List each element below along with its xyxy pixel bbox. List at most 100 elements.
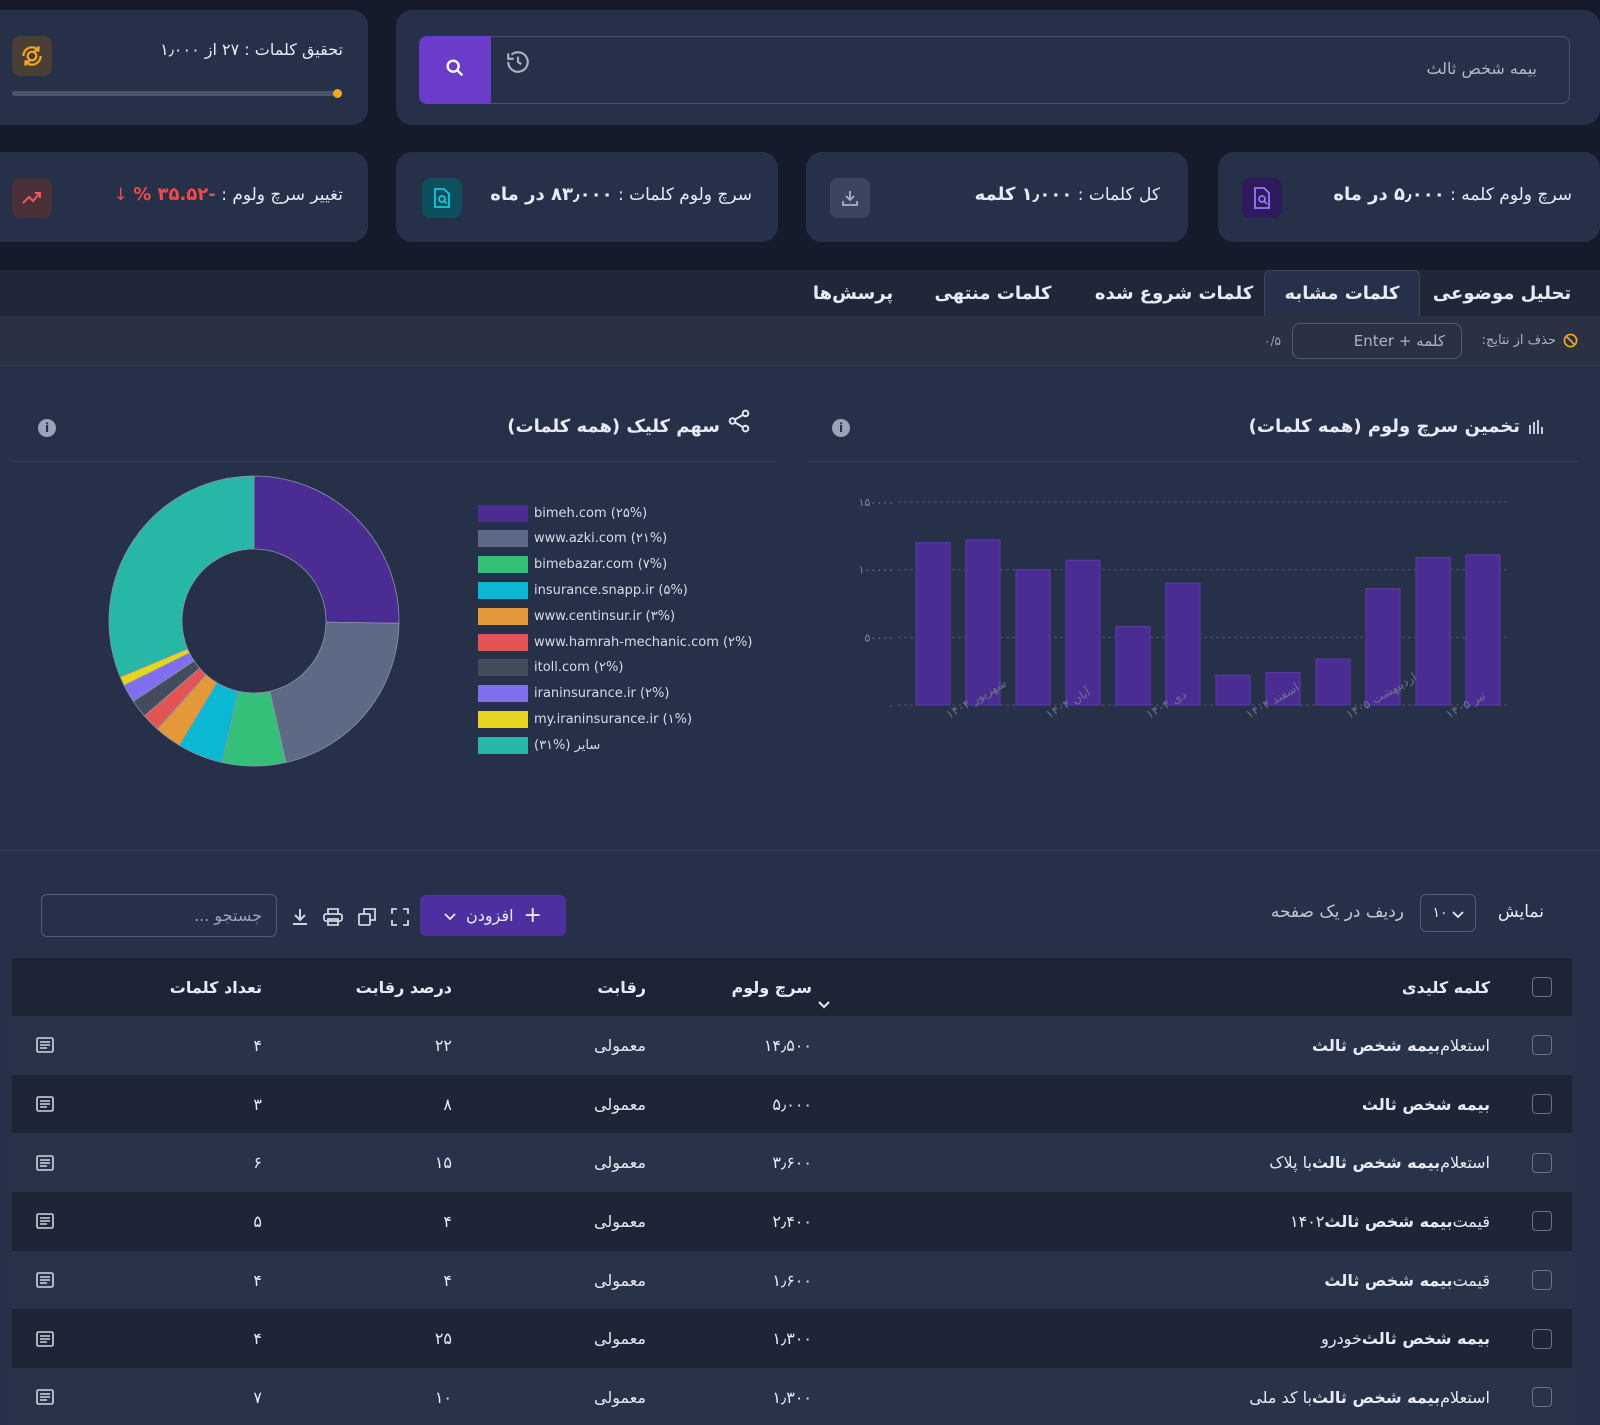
- pie-slice[interactable]: [269, 621, 400, 763]
- fullscreen-icon[interactable]: [389, 906, 411, 928]
- bar[interactable]: [1315, 658, 1351, 706]
- bar[interactable]: [915, 542, 951, 706]
- row-checkbox[interactable]: [1532, 1387, 1552, 1408]
- bar[interactable]: [1065, 559, 1101, 706]
- table-row[interactable]: قیمت بیمه شخص ثالث ۱۴۰۲ ۲٫۴۰۰ معمولی ۴ ۵: [12, 1192, 1572, 1251]
- search-input[interactable]: بیمه شخص ثالث: [490, 36, 1570, 104]
- table-row[interactable]: بیمه شخص ثالث خودرو ۱٫۳۰۰ معمولی ۲۵ ۴: [12, 1309, 1572, 1369]
- row-checkbox[interactable]: [1532, 1152, 1552, 1173]
- tab-topic-analysis[interactable]: تحلیل موضوعی: [1418, 270, 1586, 316]
- bar[interactable]: [1015, 569, 1051, 706]
- col-words-header[interactable]: تعداد کلمات: [170, 958, 262, 1016]
- share-icon[interactable]: [726, 408, 752, 434]
- legend-label: insurance.snapp.ir (۵%): [534, 582, 688, 598]
- bar[interactable]: [1465, 554, 1501, 706]
- details-icon[interactable]: [36, 1251, 54, 1310]
- legend-item[interactable]: bimeh.com (۲۵%): [478, 503, 647, 523]
- legend-item[interactable]: سایر (%۳۱): [478, 735, 600, 755]
- keyword-cell[interactable]: بیمه شخص ثالث: [1362, 1075, 1490, 1134]
- tabs-bar: تحلیل موضوعی کلمات مشابه کلمات شروع شده …: [0, 270, 1600, 316]
- competition-cell: معمولی: [593, 1387, 646, 1407]
- legend-swatch: [478, 710, 528, 728]
- row-checkbox[interactable]: [1532, 1270, 1552, 1291]
- copy-icon[interactable]: [356, 906, 378, 928]
- tab-label: کلمات منتهی: [934, 282, 1052, 304]
- col-competition-header[interactable]: رقابت: [597, 958, 646, 1016]
- keyword-cell[interactable]: استعلام بیمه شخص ثالث: [1312, 1016, 1490, 1075]
- tab-similar-keywords[interactable]: کلمات مشابه: [1264, 270, 1420, 316]
- document-search-icon: [1242, 178, 1282, 218]
- table-row[interactable]: بیمه شخص ثالث ۵٫۰۰۰ معمولی ۸ ۳: [12, 1074, 1572, 1134]
- details-icon[interactable]: [36, 1133, 54, 1192]
- col-percent-header[interactable]: درصد رقابت: [356, 958, 452, 1016]
- legend-item[interactable]: www.hamrah-mechanic.com (۲%): [478, 632, 752, 652]
- page-size-select[interactable]: ۱۰: [1420, 894, 1476, 932]
- legend-item[interactable]: www.azki.com (۲۱%): [478, 529, 667, 549]
- section-divider: [0, 850, 1600, 851]
- keyword-cell[interactable]: بیمه شخص ثالث خودرو: [1321, 1309, 1490, 1368]
- table-row[interactable]: استعلام بیمه شخص ثالث با پلاک ۳٫۶۰۰ معمو…: [12, 1133, 1572, 1193]
- history-icon[interactable]: [505, 49, 531, 75]
- tab-ending-keywords[interactable]: کلمات منتهی: [930, 270, 1056, 316]
- pie-slice[interactable]: [108, 475, 255, 678]
- bar[interactable]: [1115, 626, 1151, 706]
- bar[interactable]: [965, 539, 1001, 706]
- table-row[interactable]: قیمت بیمه شخص ثالث ۱٫۶۰۰ معمولی ۴ ۴: [12, 1250, 1572, 1310]
- pie-slice[interactable]: [253, 475, 400, 624]
- tab-questions[interactable]: پرسش‌ها: [800, 270, 906, 316]
- legend-item[interactable]: www.centinsur.ir (۳%): [478, 606, 675, 626]
- download-icon: [830, 178, 870, 218]
- search-button[interactable]: [419, 36, 491, 104]
- bar[interactable]: [1165, 582, 1201, 706]
- keyword-cell[interactable]: قیمت بیمه شخص ثالث ۱۴۰۲: [1290, 1192, 1490, 1251]
- row-checkbox[interactable]: [1532, 1035, 1552, 1056]
- row-checkbox[interactable]: [1532, 1094, 1552, 1115]
- select-all-checkbox[interactable]: [1532, 977, 1552, 997]
- legend-label: bimeh.com (۲۵%): [534, 505, 648, 521]
- bar[interactable]: [1415, 556, 1451, 706]
- legend-item[interactable]: itoll.com (۲%): [478, 658, 623, 678]
- info-icon[interactable]: i: [832, 419, 850, 437]
- keyword-highlight: بیمه شخص ثالث: [1324, 1211, 1453, 1231]
- bar-chart-icon: [1528, 419, 1544, 435]
- keyword-cell[interactable]: استعلام بیمه شخص ثالث با پلاک: [1269, 1133, 1490, 1192]
- details-icon[interactable]: [36, 1192, 54, 1251]
- col-keyword-header[interactable]: کلمه کلیدی: [1402, 958, 1490, 1016]
- details-icon[interactable]: [36, 1309, 54, 1368]
- exclude-keyword-input[interactable]: کلمه + Enter: [1292, 323, 1462, 359]
- legend-swatch: [478, 556, 528, 574]
- header-label: کلمه کلیدی: [1401, 977, 1490, 997]
- filter-count: ۰/۵: [1264, 334, 1281, 348]
- keyword-cell[interactable]: قیمت بیمه شخص ثالث: [1324, 1251, 1490, 1310]
- details-icon[interactable]: [36, 1016, 54, 1075]
- row-checkbox[interactable]: [1532, 1211, 1552, 1232]
- sort-desc-icon[interactable]: [818, 994, 830, 1013]
- table-row[interactable]: استعلام بیمه شخص ثالث ۱۴٫۵۰۰ معمولی ۲۲ ۴: [12, 1016, 1572, 1075]
- download-icon[interactable]: [289, 906, 311, 928]
- bar[interactable]: [1365, 588, 1401, 706]
- details-icon[interactable]: [36, 1368, 54, 1425]
- legend-item[interactable]: insurance.snapp.ir (۵%): [478, 580, 688, 600]
- table-row[interactable]: استعلام بیمه شخص ثالث با کد ملی ۱٫۳۰۰ مع…: [12, 1368, 1572, 1425]
- table-body: استعلام بیمه شخص ثالث ۱۴٫۵۰۰ معمولی ۲۲ ۴…: [12, 1016, 1572, 1425]
- table-search-input[interactable]: جستجو ...: [41, 894, 277, 937]
- add-button[interactable]: افزودن +: [420, 895, 566, 936]
- keyword-highlight: بیمه شخص ثالث: [1311, 1153, 1441, 1173]
- legend-item[interactable]: iraninsurance.ir (۲%): [478, 684, 669, 704]
- main-panel: تخمین سرچ ولوم (همه کلمات) i ۰ ۵۰۰۰۰ ۱۰۰۰۰…: [0, 366, 1600, 1425]
- details-icon[interactable]: [36, 1075, 54, 1134]
- keyword-cell[interactable]: استعلام بیمه شخص ثالث با کد ملی: [1249, 1368, 1490, 1425]
- keyword-suffix: خودرو: [1321, 1329, 1362, 1349]
- info-icon[interactable]: i: [38, 419, 56, 437]
- tab-starting-keywords[interactable]: کلمات شروع شده: [1090, 270, 1258, 316]
- legend-item[interactable]: bimebazar.com (۷%): [478, 555, 667, 575]
- percent-cell: ۸: [443, 1094, 452, 1114]
- volume-cell: ۵٫۰۰۰: [772, 1094, 812, 1114]
- print-icon[interactable]: [322, 906, 344, 928]
- bar[interactable]: [1265, 672, 1301, 706]
- row-checkbox[interactable]: [1532, 1328, 1552, 1349]
- col-volume-header[interactable]: سرچ ولوم: [732, 958, 813, 1016]
- stat-total-card: کل کلمات : ۱٫۰۰۰ کلمه: [806, 152, 1188, 242]
- bar[interactable]: [1215, 674, 1251, 706]
- legend-item[interactable]: my.iraninsurance.ir (۱%): [478, 709, 692, 729]
